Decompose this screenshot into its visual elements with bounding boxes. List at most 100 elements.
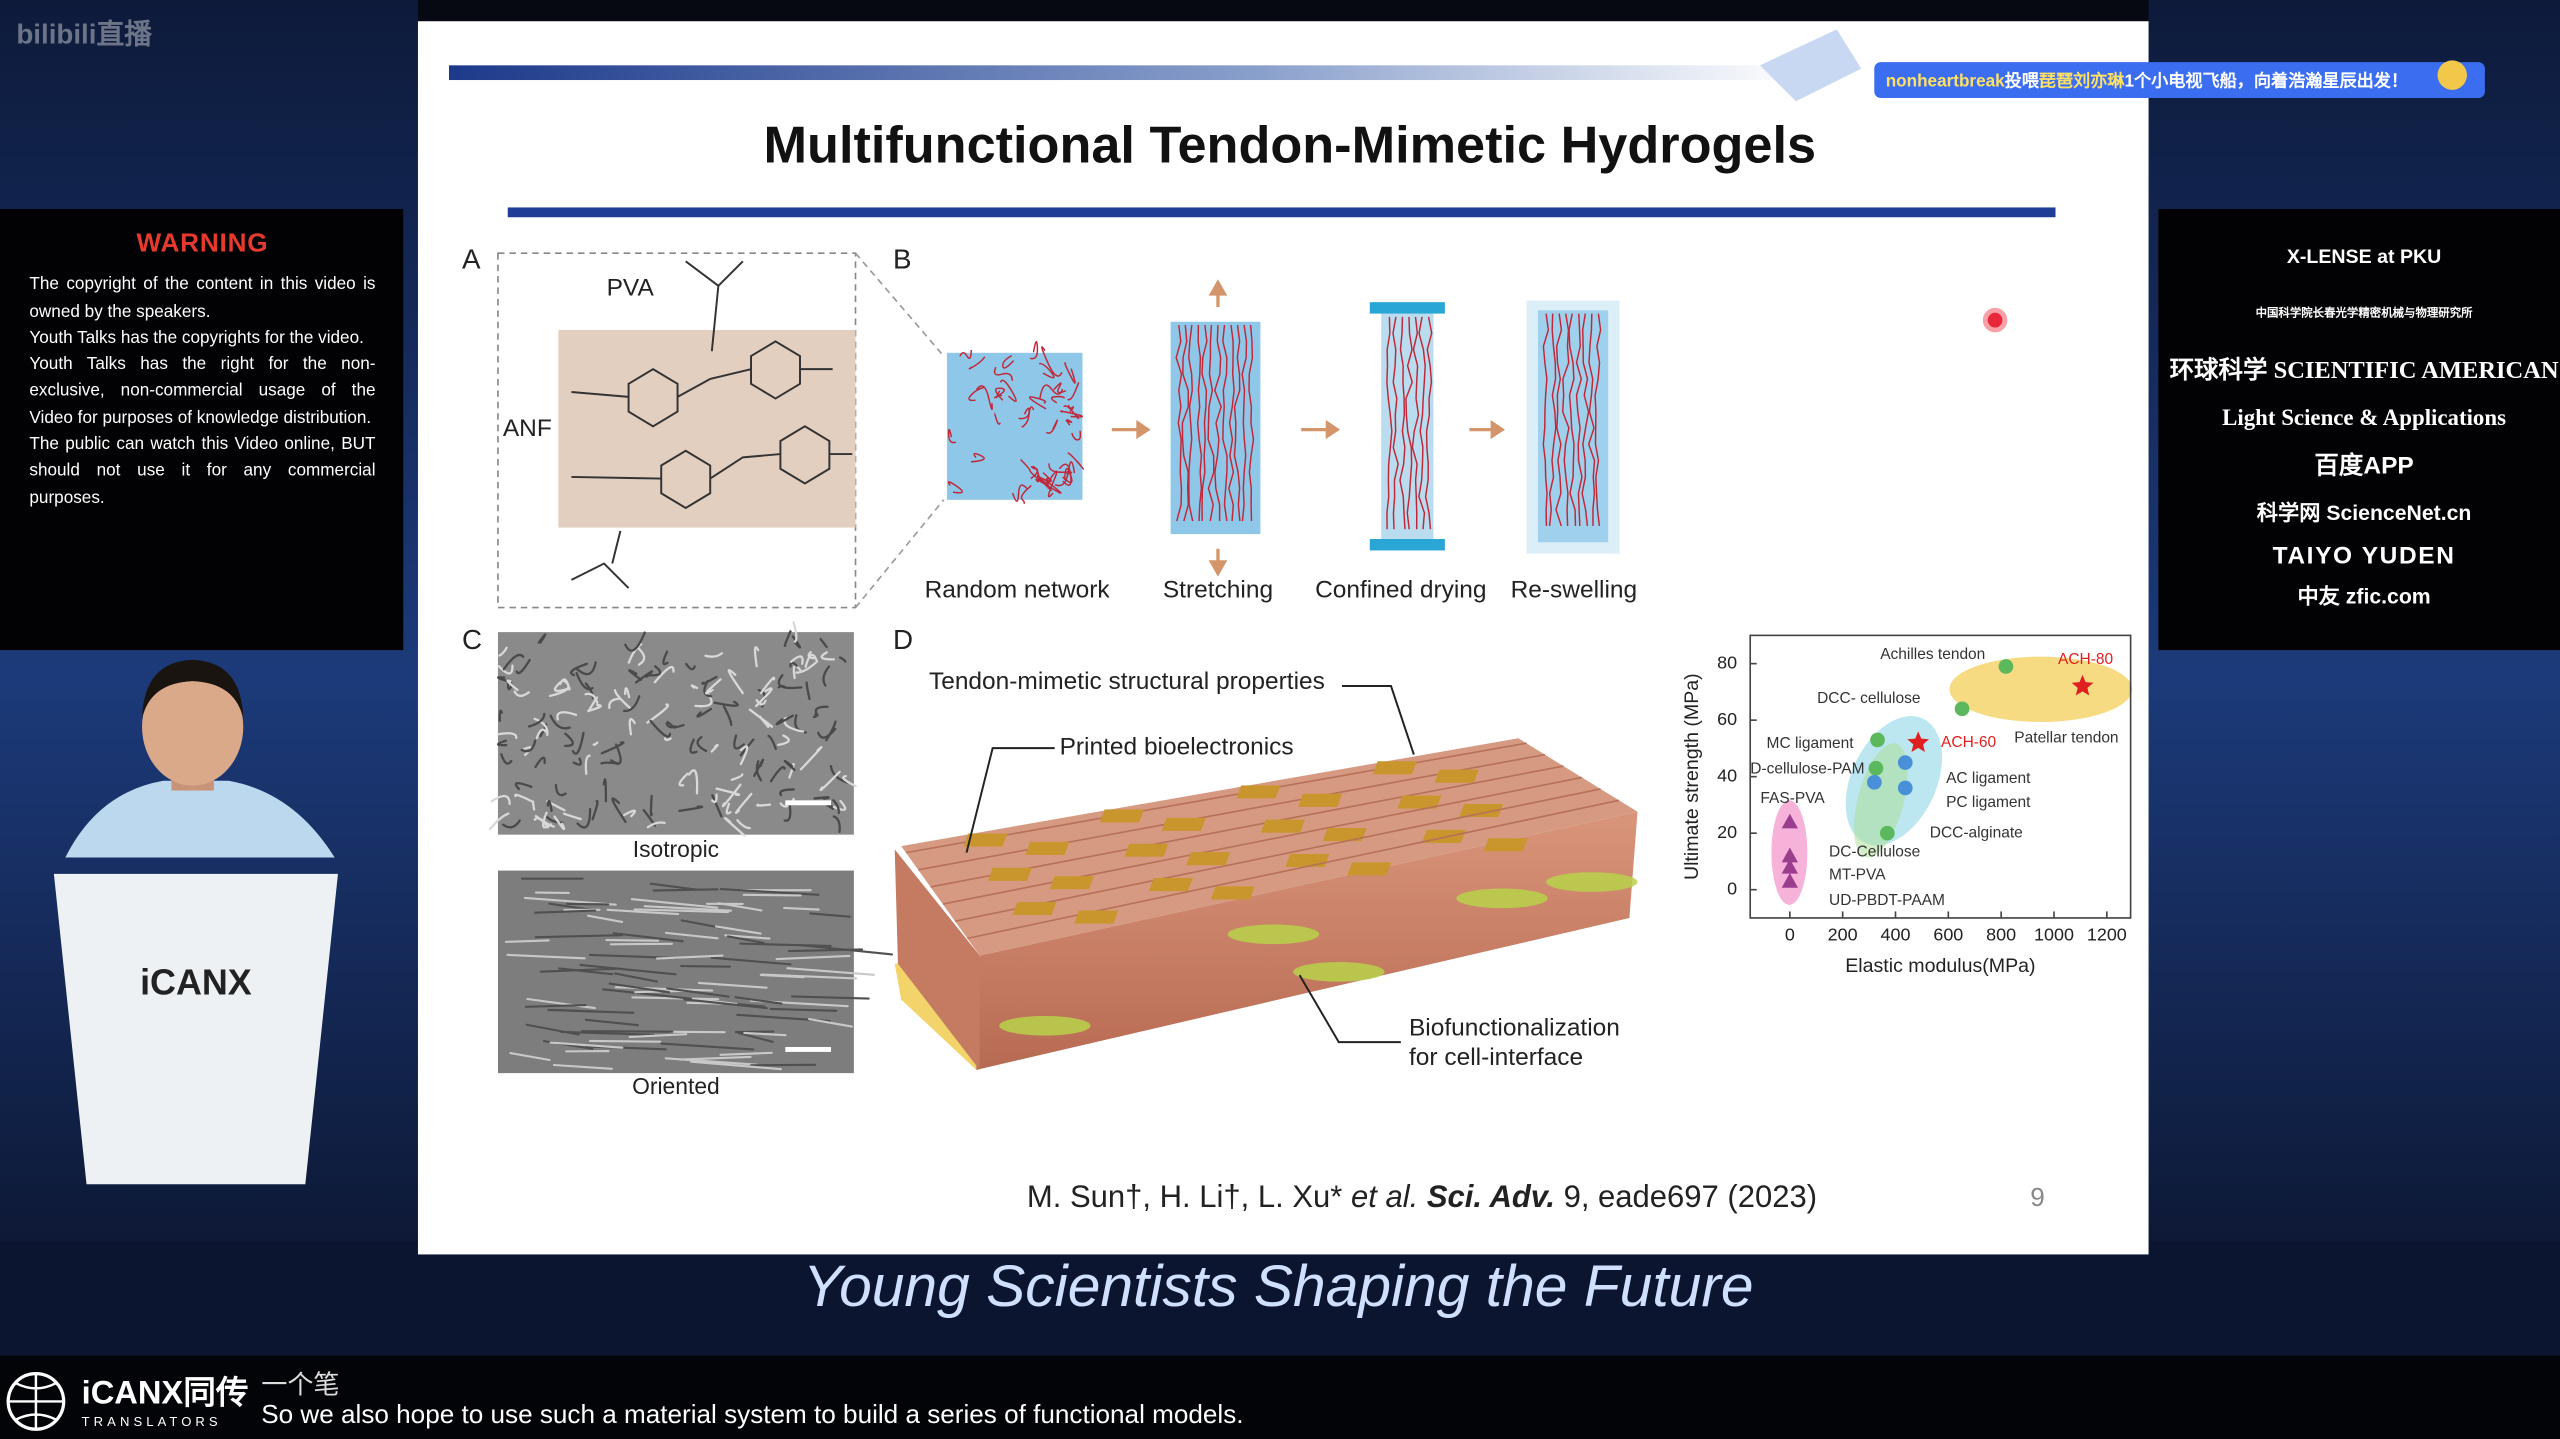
point-label: DCC- cellulose [1817, 690, 1920, 707]
sem-fiber [665, 722, 685, 729]
electrode [1012, 902, 1057, 916]
sem-fiber [739, 738, 755, 757]
danmaku-target: 琵琶刘亦琳 [2039, 70, 2125, 90]
sem-fiber [589, 1039, 662, 1043]
sem-fiber [628, 1033, 688, 1039]
sem-fiber [678, 805, 704, 813]
sem-fiber [496, 739, 508, 747]
panel-letter: A [462, 244, 481, 275]
fiber [1067, 404, 1075, 413]
fiber [1222, 324, 1228, 522]
sem-fiber [730, 773, 744, 781]
sponsor: 中友 zfic.com [2297, 584, 2430, 608]
tendon-fiber [905, 742, 1527, 854]
sem-fiber [553, 815, 566, 831]
fiber [1233, 324, 1241, 522]
sem-fiber [795, 661, 817, 674]
sem-fiber [685, 662, 696, 671]
fiber [1213, 325, 1222, 522]
fiber [1587, 313, 1596, 526]
x-tick-label: 1000 [2034, 925, 2074, 945]
stage-right [2148, 0, 2560, 1356]
cell [1293, 962, 1385, 982]
sem-fiber [733, 734, 745, 750]
sem-fiber [756, 803, 772, 807]
cell [999, 1015, 1091, 1036]
electrode [1099, 809, 1144, 823]
danmaku-bubble [1874, 62, 2485, 99]
sem-fiber [792, 664, 802, 680]
point [1879, 825, 1895, 841]
sem-fiber [769, 1007, 838, 1012]
sem-fiber [783, 906, 820, 911]
sem-fiber [666, 987, 730, 998]
fiber [968, 386, 985, 402]
fiber [1002, 354, 1015, 369]
fiber [1561, 313, 1570, 526]
sem-fiber [624, 631, 646, 652]
panel-letter: D [893, 624, 913, 655]
sem-fiber [554, 783, 567, 797]
fiber [1181, 324, 1190, 522]
tendon-fiber [954, 788, 1601, 923]
subtitle-chinese: 一个笔 [261, 1370, 339, 1400]
sem-fiber [563, 812, 582, 821]
tendon-fiber [930, 765, 1564, 888]
callout-lines [965, 685, 1415, 1044]
sem-fiber [783, 802, 792, 822]
sem-fiber [726, 935, 765, 945]
y-tick-label: 80 [1717, 652, 1737, 672]
sem-fiber [610, 743, 622, 765]
fiber [1411, 316, 1420, 530]
sem-fiber [777, 674, 803, 690]
fiber [1248, 324, 1255, 522]
electrode [963, 833, 1008, 847]
sponsor: 中国科学院长春光学精密机械与物理研究所 [2256, 306, 2474, 320]
fiber [1067, 382, 1080, 401]
sem-fiber [608, 697, 621, 710]
fiber [1399, 316, 1406, 530]
sem-fiber [600, 761, 620, 765]
sponsor-panel [2158, 209, 2560, 651]
sem-fiber [628, 669, 643, 681]
sponsor: X-LENSE at PKU [2287, 246, 2441, 268]
sem-fiber [537, 633, 547, 644]
sem-fiber [689, 738, 698, 754]
sem-fiber [533, 717, 549, 737]
fiber [1418, 316, 1426, 530]
sem-fiber [786, 967, 875, 976]
sem-fiber [591, 799, 599, 821]
sem-fiber [608, 982, 671, 994]
sem-fiber [683, 998, 768, 1010]
point-label: MT-PVA [1829, 866, 1886, 883]
sem-fiber [808, 1018, 853, 1028]
sem-fiber [758, 715, 770, 728]
electrode [1372, 761, 1417, 775]
fiber [1424, 316, 1433, 530]
sem-label: Oriented [632, 1073, 720, 1099]
fiber [1542, 313, 1550, 526]
subtitle-bar [0, 1355, 2560, 1439]
point-label: D-cellulose-PAM [1750, 760, 1864, 777]
sem-fiber [663, 737, 672, 742]
sem-fiber [805, 681, 811, 701]
podium-logo: iCANX [140, 961, 252, 1002]
electrode [1397, 795, 1442, 809]
sem-fiber [520, 739, 537, 753]
fiber [1038, 362, 1055, 379]
tendon-illustration [894, 738, 1638, 1070]
x-tick-label: 1200 [2087, 925, 2127, 945]
sem-fiber [602, 988, 693, 1000]
scatter-chart: 0 200 400 600 800 1000 1200 0 20 40 60 80 Elastic mo… [1681, 634, 2133, 977]
sem-fiber [820, 651, 836, 661]
point [1954, 701, 1970, 717]
point-label: ACH-80 [2058, 651, 2113, 668]
sem-fiber [721, 783, 742, 808]
sem-fiber [541, 811, 553, 829]
fiber [1188, 324, 1194, 522]
fiber [947, 481, 963, 494]
fiber [1241, 324, 1248, 522]
warning-title: WARNING [136, 230, 269, 259]
point [2071, 674, 2094, 696]
